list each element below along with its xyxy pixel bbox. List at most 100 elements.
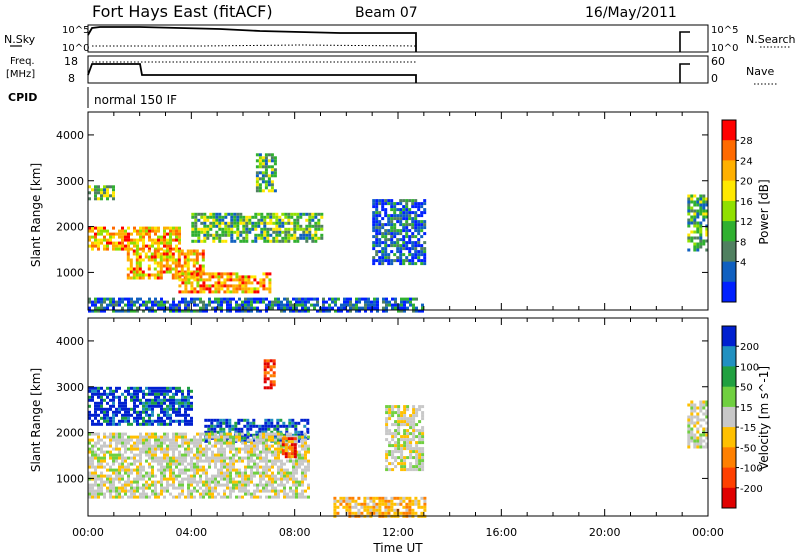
power-echo-cell — [97, 226, 100, 230]
power-echo-cell — [269, 215, 273, 219]
power-echo-cell — [307, 309, 310, 313]
power-echo-cell — [244, 309, 247, 313]
power-echo-cell — [135, 258, 139, 262]
velocity-echo-cell — [375, 502, 379, 506]
velocity-echo-cell — [151, 489, 154, 493]
velocity-echo-cell — [687, 427, 691, 431]
power-echo-cell — [127, 244, 130, 248]
power-echo-cell — [269, 239, 273, 243]
velocity-echo-cell — [172, 435, 175, 439]
power-echo-cell — [202, 306, 205, 310]
velocity-echo-cell — [127, 438, 130, 442]
velocity-echo-cell — [421, 468, 425, 472]
power-echo-cell — [145, 229, 148, 233]
velocity-echo-cell — [226, 483, 229, 487]
velocity-echo-cell — [133, 419, 136, 423]
velocity-echo-cell — [229, 474, 232, 478]
power-echo-cell — [375, 232, 379, 236]
velocity-echo-cell — [400, 420, 404, 424]
velocity-echo-cell — [415, 444, 419, 448]
velocity-echo-cell — [115, 492, 118, 496]
power-echo-cell — [142, 300, 145, 304]
velocity-echo-cell — [375, 496, 379, 500]
power-echo-cell — [396, 238, 400, 242]
power-echo-cell — [687, 212, 691, 216]
power-echo-cell — [316, 309, 319, 313]
power-echo-cell — [260, 230, 264, 234]
power-echo-cell — [281, 218, 285, 222]
velocity-echo-cell — [208, 495, 211, 499]
power-echo-cell — [156, 252, 160, 256]
power-echo-cell — [322, 303, 325, 307]
power-echo-cell — [275, 227, 279, 231]
velocity-echo-cell — [293, 446, 297, 450]
power-echo-cell — [214, 300, 217, 304]
velocity-echo-cell — [97, 447, 100, 451]
power-echo-cell — [103, 188, 106, 192]
velocity-echo-cell — [199, 474, 202, 478]
velocity-echo-cell — [295, 471, 298, 475]
power-echo-cell — [224, 239, 228, 243]
power-echo-cell — [226, 297, 229, 301]
velocity-echo-cell — [166, 413, 169, 417]
power-echo-cell — [280, 309, 283, 313]
power-echo-cell — [270, 165, 274, 169]
velocity-echo-cell — [402, 511, 406, 515]
velocity-echo-cell — [184, 395, 187, 399]
power-echo-cell — [705, 227, 709, 231]
velocity-echo-cell — [181, 392, 184, 396]
power-echo-cell — [376, 297, 379, 301]
power-echo-cell — [226, 284, 230, 288]
power-echo-cell — [130, 238, 133, 242]
power-echo-cell — [202, 287, 206, 291]
velocity-echo-cell — [204, 424, 208, 428]
velocity-echo-cell — [243, 433, 247, 437]
velocity-echo-cell — [148, 456, 151, 460]
power-echo-cell — [260, 218, 264, 222]
power-echo-cell — [103, 194, 106, 198]
velocity-echo-cell — [175, 386, 178, 390]
power-echo-cell — [411, 205, 415, 209]
velocity-echo-cell — [266, 371, 270, 375]
velocity-echo-cell — [387, 508, 391, 512]
velocity-echo-cell — [181, 477, 184, 481]
velocity-echo-cell — [241, 495, 244, 499]
power-echo-cell — [106, 241, 109, 245]
velocity-echo-cell — [699, 406, 703, 410]
velocity-echo-cell — [423, 505, 427, 509]
power-echo-cell — [245, 239, 249, 243]
velocity-echo-cell — [409, 468, 413, 472]
velocity-echo-cell — [241, 432, 244, 436]
freq-trace-end — [679, 63, 690, 83]
power-echo-cell — [153, 276, 157, 280]
velocity-echo-cell — [127, 407, 130, 411]
power-echo-cell — [411, 253, 415, 257]
power-echo-cell — [420, 250, 424, 254]
power-echo-cell — [186, 267, 190, 271]
velocity-echo-cell — [151, 413, 154, 417]
power-echo-cell — [160, 306, 163, 310]
velocity-echo-cell — [288, 418, 292, 422]
velocity-echo-cell — [303, 424, 307, 428]
power-echo-cell — [293, 233, 297, 237]
velocity-echo-cell — [268, 480, 271, 484]
velocity-echo-cell — [223, 438, 226, 442]
power-echo-cell — [314, 233, 318, 237]
power-echo-cell — [319, 309, 322, 313]
power-echo-cell — [250, 287, 254, 291]
power-echo-cell — [236, 212, 240, 216]
velocity-echo-cell — [145, 483, 148, 487]
velocity-echo-cell — [133, 441, 136, 445]
velocity-echo-cell — [378, 511, 382, 515]
power-echo-cell — [250, 275, 254, 279]
power-echo-cell — [206, 233, 210, 237]
velocity-echo-cell — [115, 422, 118, 426]
velocity-echo-cell — [118, 486, 121, 490]
power-echo-cell — [147, 273, 151, 277]
velocity-echo-cell — [393, 496, 397, 500]
velocity-echo-cell — [250, 474, 253, 478]
velocity-echo-cell — [208, 486, 211, 490]
velocity-echo-cell — [406, 447, 410, 451]
power-echo-cell — [163, 309, 166, 313]
velocity-echo-cell — [693, 442, 697, 446]
